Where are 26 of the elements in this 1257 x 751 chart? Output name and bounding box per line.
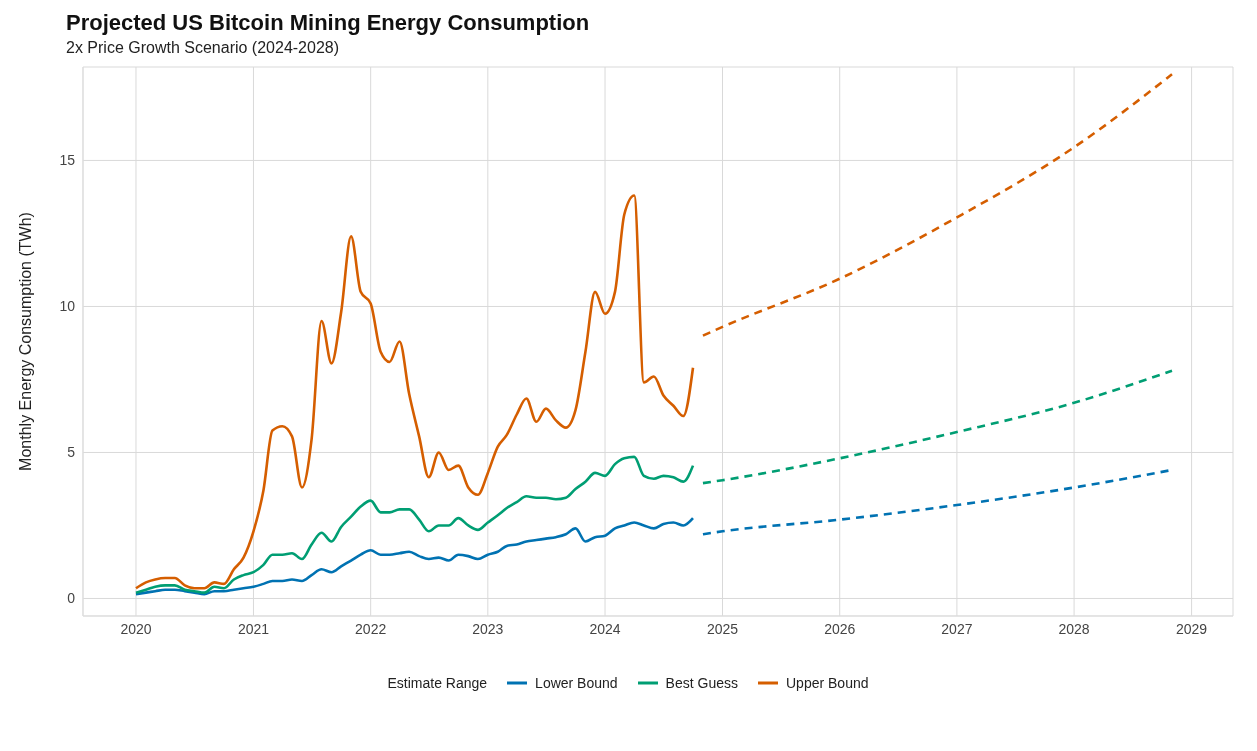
x-tick-label: 2020: [120, 620, 152, 637]
line-series: [701, 73, 1174, 337]
x-tick-label: 2025: [706, 620, 739, 637]
x-tick-label: 2029: [1176, 620, 1208, 637]
line-series: [701, 369, 1174, 485]
y-tick-label: 5: [67, 444, 76, 461]
x-tick-label: 2021: [237, 620, 270, 637]
x-tick-label: 2028: [1058, 620, 1090, 637]
chart-subtitle: 2x Price Growth Scenario (2024-2028): [66, 39, 341, 57]
line-series: [134, 194, 695, 590]
y-axis-title: Monthly Energy Consumption (TWh): [16, 212, 34, 471]
y-tick-label: 15: [59, 152, 76, 169]
x-tick-label: 2027: [941, 620, 973, 637]
legend-label: Lower Bound: [534, 675, 618, 691]
y-tick-label: 0: [67, 590, 76, 607]
y-tick-label: 10: [59, 298, 76, 315]
line-series: [134, 516, 695, 596]
x-tick-label: 2023: [472, 620, 504, 637]
legend-label: Best Guess: [664, 675, 738, 691]
legend-title: Estimate Range: [387, 675, 488, 691]
line-series: [134, 455, 695, 594]
x-tick-label: 2022: [355, 620, 387, 637]
x-tick-label: 2026: [824, 620, 856, 637]
chart-title: Projected US Bitcoin Mining Energy Consumption: [66, 10, 591, 36]
x-tick-label: 2024: [589, 620, 621, 637]
legend-label: Upper Bound: [785, 675, 869, 691]
